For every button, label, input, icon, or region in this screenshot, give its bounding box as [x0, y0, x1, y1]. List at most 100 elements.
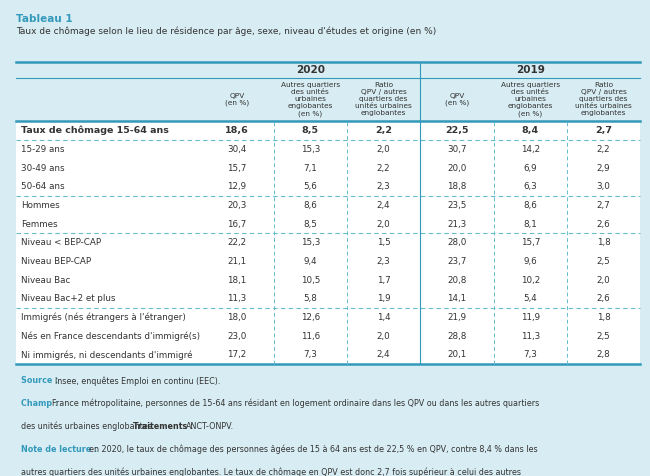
Text: 2,5: 2,5 [597, 257, 610, 266]
Text: Ratio
QPV / autres
quartiers des
unités urbaines
englobantes: Ratio QPV / autres quartiers des unités … [575, 82, 632, 117]
Text: 21,3: 21,3 [447, 219, 467, 228]
Bar [16, 196, 640, 215]
Text: 2020: 2020 [296, 65, 325, 75]
Text: Niveau BEP-CAP: Niveau BEP-CAP [21, 257, 92, 266]
Text: Champ :: Champ : [21, 399, 61, 408]
Text: Traitements :: Traitements : [133, 422, 196, 431]
Text: 2,7: 2,7 [597, 201, 610, 210]
Text: 7,3: 7,3 [304, 350, 317, 359]
Text: 2,8: 2,8 [597, 350, 610, 359]
Text: Niveau < BEP-CAP: Niveau < BEP-CAP [21, 238, 101, 247]
Text: 23,5: 23,5 [447, 201, 467, 210]
Text: QPV
(en %): QPV (en %) [225, 93, 249, 106]
Text: 5,6: 5,6 [304, 182, 317, 191]
Text: 2,6: 2,6 [597, 294, 610, 303]
Text: 6,9: 6,9 [523, 164, 537, 173]
Text: 23,0: 23,0 [227, 332, 247, 341]
Text: 30,4: 30,4 [227, 145, 247, 154]
Text: 2,2: 2,2 [377, 164, 391, 173]
Text: 2,7: 2,7 [595, 126, 612, 135]
Text: 10,2: 10,2 [521, 276, 540, 285]
Bar [16, 140, 640, 159]
Bar [16, 252, 640, 271]
Text: 6,3: 6,3 [523, 182, 537, 191]
Text: 20,1: 20,1 [447, 350, 467, 359]
Text: 1,7: 1,7 [377, 276, 391, 285]
Bar [16, 308, 640, 327]
Text: 2,3: 2,3 [377, 182, 391, 191]
Text: 28,0: 28,0 [447, 238, 467, 247]
Text: 3,0: 3,0 [597, 182, 610, 191]
Text: 15,7: 15,7 [227, 164, 247, 173]
Text: 2,0: 2,0 [377, 332, 391, 341]
Text: 1,8: 1,8 [597, 313, 610, 322]
Text: 8,5: 8,5 [302, 126, 318, 135]
Text: 2,9: 2,9 [597, 164, 610, 173]
Text: 18,0: 18,0 [227, 313, 247, 322]
Text: 22,5: 22,5 [445, 126, 469, 135]
Text: 2,0: 2,0 [377, 219, 391, 228]
Text: 28,8: 28,8 [447, 332, 467, 341]
Text: Ni immigrés, ni descendants d'immigré: Ni immigrés, ni descendants d'immigré [21, 350, 193, 359]
Text: 7,3: 7,3 [523, 350, 537, 359]
Text: Femmes: Femmes [21, 219, 58, 228]
Text: 1,8: 1,8 [597, 238, 610, 247]
Text: 1,4: 1,4 [377, 313, 391, 322]
Text: 12,9: 12,9 [227, 182, 246, 191]
Bar [16, 346, 640, 364]
Text: Nés en France descendants d'immigré(s): Nés en France descendants d'immigré(s) [21, 331, 201, 341]
Text: ANCT-ONPV.: ANCT-ONPV. [186, 422, 234, 431]
Text: 15,3: 15,3 [300, 145, 320, 154]
Text: 7,1: 7,1 [304, 164, 317, 173]
Bar [16, 215, 640, 233]
Text: 2,4: 2,4 [377, 201, 391, 210]
Text: 2019: 2019 [516, 65, 545, 75]
Text: 20,3: 20,3 [227, 201, 247, 210]
Bar [16, 159, 640, 178]
Text: 2,5: 2,5 [597, 332, 610, 341]
Text: 17,2: 17,2 [227, 350, 246, 359]
Text: 8,6: 8,6 [304, 201, 317, 210]
Bar [16, 121, 640, 140]
Text: 9,6: 9,6 [523, 257, 537, 266]
Bar [16, 271, 640, 289]
Text: 14,2: 14,2 [521, 145, 540, 154]
Text: Hommes: Hommes [21, 201, 60, 210]
Text: 15-29 ans: 15-29 ans [21, 145, 65, 154]
Bar [16, 233, 640, 252]
Text: 2,4: 2,4 [377, 350, 391, 359]
Text: 10,5: 10,5 [300, 276, 320, 285]
Text: 18,6: 18,6 [225, 126, 249, 135]
Text: 30-49 ans: 30-49 ans [21, 164, 65, 173]
Text: 16,7: 16,7 [227, 219, 246, 228]
Text: 30,7: 30,7 [447, 145, 467, 154]
Text: 8,1: 8,1 [523, 219, 537, 228]
Text: des unités urbaines englobantes.: des unités urbaines englobantes. [21, 422, 157, 431]
Text: 21,9: 21,9 [447, 313, 467, 322]
Text: en 2020, le taux de chômage des personnes âgées de 15 à 64 ans est de 22,5 % en : en 2020, le taux de chômage des personne… [89, 445, 538, 454]
Text: 9,4: 9,4 [304, 257, 317, 266]
Text: 22,2: 22,2 [227, 238, 246, 247]
Text: QPV
(en %): QPV (en %) [445, 93, 469, 106]
Text: 11,3: 11,3 [521, 332, 540, 341]
Text: Taux de chômage selon le lieu de résidence par âge, sexe, niveau d'études et ori: Taux de chômage selon le lieu de résiden… [16, 27, 437, 36]
Text: 8,4: 8,4 [522, 126, 539, 135]
Text: 2,3: 2,3 [377, 257, 391, 266]
Bar [16, 289, 640, 308]
Text: 20,8: 20,8 [447, 276, 467, 285]
Text: 15,3: 15,3 [300, 238, 320, 247]
Text: 2,2: 2,2 [597, 145, 610, 154]
Text: 2,6: 2,6 [597, 219, 610, 228]
Text: 2,2: 2,2 [375, 126, 392, 135]
Text: 2,0: 2,0 [377, 145, 391, 154]
Text: 5,4: 5,4 [523, 294, 537, 303]
Text: 8,6: 8,6 [523, 201, 537, 210]
Text: Note de lecture :: Note de lecture : [21, 445, 101, 454]
Text: Ratio
QPV / autres
quartiers des
unités urbaines
englobantes: Ratio QPV / autres quartiers des unités … [356, 82, 412, 117]
Text: 18,8: 18,8 [447, 182, 467, 191]
Text: 18,1: 18,1 [227, 276, 246, 285]
Text: 11,6: 11,6 [301, 332, 320, 341]
Text: 11,9: 11,9 [521, 313, 540, 322]
Text: Immigrés (nés étrangers à l'étranger): Immigrés (nés étrangers à l'étranger) [21, 313, 187, 322]
Text: 12,6: 12,6 [301, 313, 320, 322]
